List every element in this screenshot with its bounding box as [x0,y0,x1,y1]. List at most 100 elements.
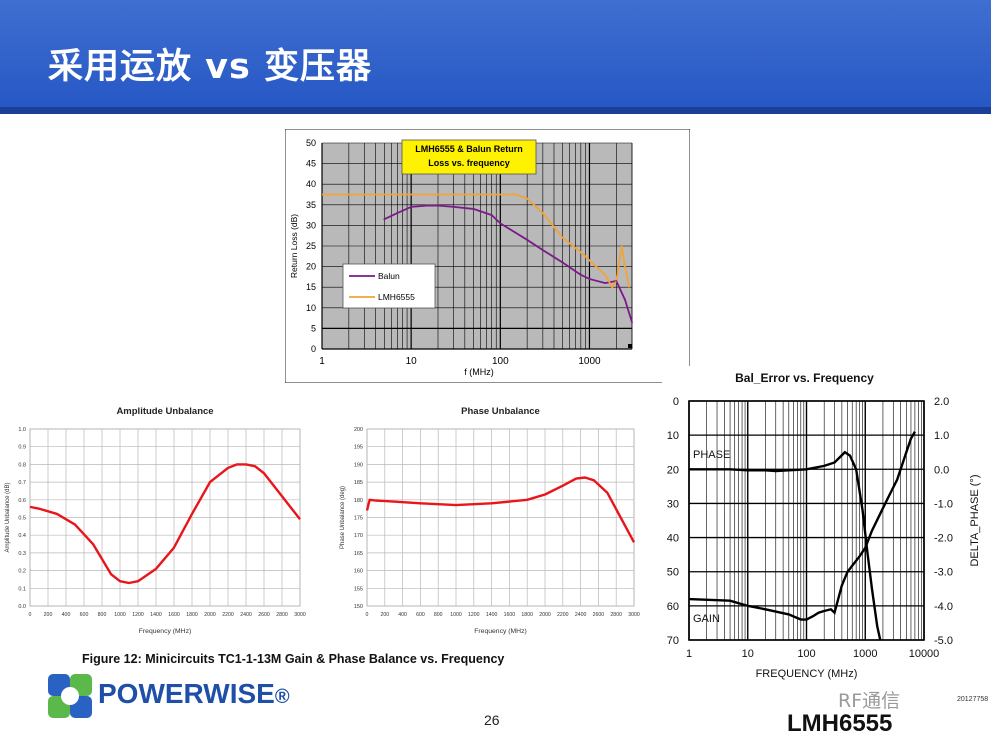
y-tick-label-left: 70 [667,635,679,647]
y-tick-label: 190 [354,462,363,468]
series-line-balun [383,204,633,323]
x-tick-label: 800 [434,612,443,618]
chart-title: Phase Unbalance [461,406,540,417]
series-line [365,476,636,543]
data-point [472,208,475,210]
x-tick-label: 1400 [150,612,162,618]
part-number: LMH6555 [787,710,893,737]
x-tick-label: 2600 [258,612,270,618]
x-tick-label: 1 [686,648,692,660]
y-tick-label: 0.2 [18,569,26,575]
y-tick-label: 0 [311,344,316,354]
y-tick-label: 30 [306,220,316,230]
x-tick-label: 2200 [557,612,569,618]
data-point [579,273,582,276]
annotation-gain: GAIN [693,613,720,625]
y-tick-label-right: 1.0 [934,430,949,442]
x-tick-label: 2800 [276,612,288,618]
y-tick-label: 5 [311,323,316,333]
x-axis-label: f (MHz) [464,367,494,377]
y-tick-label: 0.0 [18,604,26,610]
x-tick-label: 600 [80,612,89,618]
data-point [631,321,633,324]
phase-unbalance-chart: Phase Unbalance 0 200 400 600 800 1000 1200 1400… [335,388,665,650]
header-stripe [0,107,991,114]
powerwise-logo: POWERWISE® [46,670,290,722]
y-tick-label: 25 [306,241,316,251]
y-tick-label: 195 [354,445,363,451]
y-tick-label-right: -4.0 [934,601,953,613]
x-tick-label: 800 [98,612,107,618]
x-axis-label: FREQUENCY (MHz) [756,668,858,680]
chart-title-line: LMH6555 & Balun Return [415,144,523,154]
data-point [490,214,493,216]
x-tick-label: 1000 [450,612,462,618]
x-tick-label: 400 [62,612,71,618]
y-tick-label-left: 0 [673,396,679,408]
slide-header: 采用运放 vs 变压器 [0,0,991,114]
data-point [526,238,529,241]
data-point [452,205,455,208]
y-tick-label-right: -3.0 [934,567,953,579]
y-tick-label-left: 20 [667,464,679,476]
y-tick-label: 35 [306,200,316,210]
x-tick-label: 1200 [468,612,480,618]
y-tick-label: 165 [354,551,363,557]
logo-text: POWERWISE® [98,678,290,709]
y-tick-label-right: -2.0 [934,533,953,545]
x-tick-label: 3000 [294,612,306,618]
y-tick-label: 0.6 [18,498,26,504]
y-tick-label: 0.4 [18,533,26,539]
series-line-lmh6555 [322,193,631,289]
x-tick-label: 1800 [186,612,198,618]
x-tick-label: 2000 [204,612,216,618]
x-tick-label: 1000 [114,612,126,618]
y-tick-label: 200 [354,427,363,433]
figure-code: 20127758 [957,696,989,703]
powerwise-logo-mark [48,674,92,718]
y-tick-label: 45 [306,159,316,169]
legend-box [342,263,436,309]
y-tick-label: 10 [306,303,316,313]
watermark: RF通信 [838,690,901,712]
y-axis-label: Amplitude Unbalance (dB) [5,482,11,552]
bal-error-chart: Bal_Error vs. Frequency 0 10 20 30 40 50 60 70 2.… [662,366,991,701]
y-tick-label: 170 [354,533,363,539]
y-tick-label-left: 40 [667,533,679,545]
return-loss-chart: 0 5 10 15 20 25 30 35 40 45 50 1 10 100 1000 f (MHz) Ret… [285,129,690,383]
data-point [561,261,564,264]
x-tick-label: 0 [29,612,32,618]
chart-title: Bal_Error vs. Frequency [735,371,874,385]
y-tick-label: 0.8 [18,462,26,468]
legend-label: LMH6555 [378,292,415,302]
data-point [437,204,439,207]
x-tick-label: 3000 [628,612,640,618]
y-tick-label: 0.3 [18,551,26,557]
y-tick-label-right: -1.0 [934,498,953,510]
x-tick-label: 2800 [610,612,622,618]
x-tick-label: 2400 [575,612,587,618]
x-tick-label: 2000 [539,612,551,618]
x-tick-label: 2400 [240,612,252,618]
y-tick-label: 0.9 [18,445,26,451]
y-tick-label: 160 [354,569,363,575]
end-marker [628,344,632,348]
y-tick-label: 185 [354,480,363,486]
x-tick-label: 2200 [222,612,234,618]
data-point [588,278,591,280]
y-tick-label: 15 [306,282,316,292]
data-point [425,204,428,207]
y-tick-label: 155 [354,586,363,592]
y-tick-label: 150 [354,604,363,610]
x-tick-label: 1 [319,356,325,367]
y-axis-label: Phase Unbalance (deg) [340,486,346,549]
page-number: 26 [484,712,500,728]
data-point [396,212,399,214]
x-axis-label: Frequency (MHz) [474,628,527,635]
y-axis-label: DELTA_PHASE (°) [969,474,981,566]
data-point [615,280,618,282]
x-tick-label: 200 [44,612,53,618]
annotation-phase: PHASE [693,449,730,461]
y-tick-label-right: -5.0 [934,635,953,647]
y-tick-label: 1.0 [18,427,26,433]
